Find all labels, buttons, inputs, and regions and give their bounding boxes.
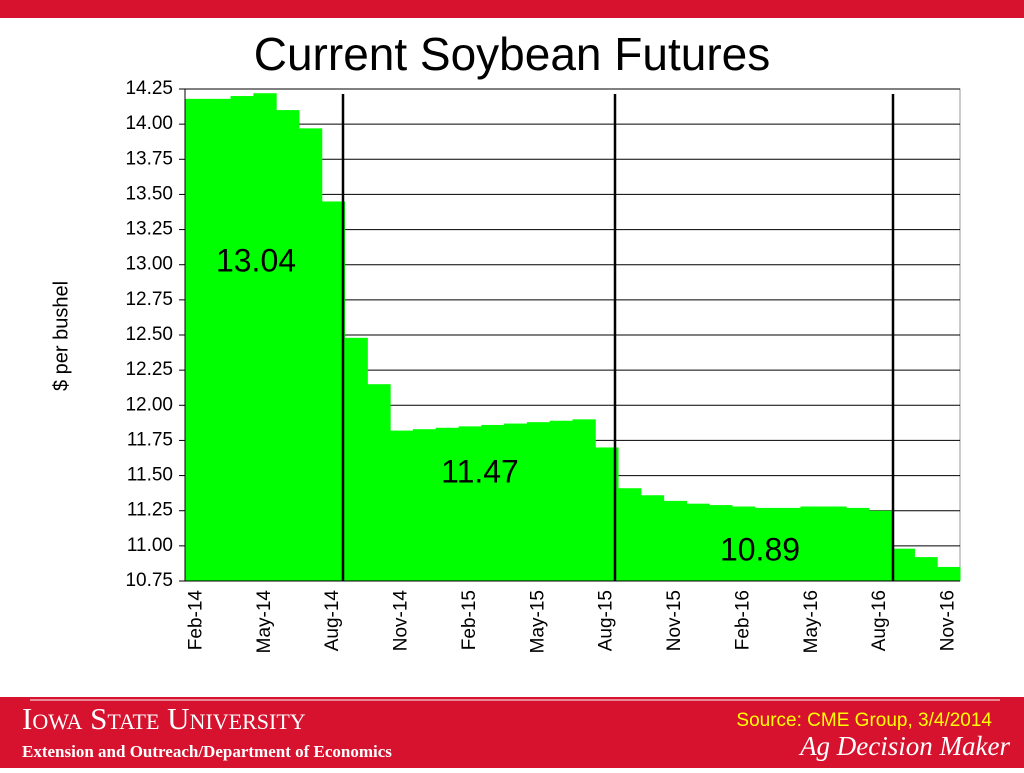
bar (891, 548, 915, 581)
bar (458, 426, 482, 581)
x-tick-label: May-15 (527, 590, 548, 653)
y-tick-label: 12.00 (125, 394, 173, 415)
x-tick-label: Feb-15 (459, 590, 480, 650)
bar (914, 557, 938, 581)
bar (185, 98, 209, 581)
chart-title: Current Soybean Futures (254, 28, 771, 80)
bar (367, 384, 391, 581)
bar (800, 506, 824, 581)
x-tick-label: Aug-15 (596, 590, 617, 651)
bar (276, 110, 300, 581)
bar (298, 128, 323, 582)
bar (846, 507, 870, 581)
bar (230, 96, 254, 582)
y-tick-label: 13.75 (125, 148, 173, 169)
y-tick-label: 13.50 (125, 183, 173, 204)
y-tick-label: 14.00 (125, 113, 173, 134)
bar (732, 506, 756, 581)
y-tick-label: 12.25 (125, 359, 173, 380)
x-tick-label: Feb-16 (732, 590, 753, 650)
y-tick-label: 11.75 (127, 429, 173, 450)
footer-bar (0, 697, 1024, 768)
period-average: 11.47 (441, 453, 519, 489)
y-tick-label: 12.75 (125, 289, 173, 310)
y-tick-label: 11.50 (127, 465, 173, 486)
department: Extension and Outreach/Department of Eco… (22, 742, 392, 761)
y-tick-label: 10.75 (125, 570, 173, 591)
y-tick-label: 13.25 (125, 219, 173, 240)
bar (390, 430, 414, 581)
top-bar (0, 0, 1024, 18)
y-tick-label: 14.25 (125, 78, 173, 99)
bar (595, 447, 619, 581)
bar (777, 507, 801, 581)
x-tick-label: Nov-14 (391, 590, 412, 652)
bar (618, 488, 642, 581)
x-tick-label: Nov-16 (938, 590, 959, 651)
y-tick-label: 11.25 (127, 500, 173, 521)
bar (481, 424, 505, 581)
bar (435, 427, 460, 581)
period-average: 10.89 (720, 531, 800, 567)
y-tick-label: 12.50 (125, 324, 173, 345)
bar (823, 506, 847, 581)
bar (504, 423, 528, 581)
x-tick-label: May-14 (254, 590, 275, 654)
period-average: 13.04 (216, 242, 296, 278)
bar (572, 419, 596, 581)
bar (937, 566, 961, 581)
bar (549, 420, 573, 581)
bar (640, 495, 665, 581)
university: Iowa State University (22, 701, 306, 736)
y-tick-label: 13.00 (125, 254, 173, 275)
bar (663, 500, 687, 581)
bar (412, 429, 437, 581)
bar (321, 201, 346, 581)
y-tick-label: 11.00 (127, 535, 173, 556)
brand: Ag Decision Maker (798, 731, 1010, 761)
source: Source: CME Group, 3/4/2014 (736, 710, 992, 731)
bar (253, 93, 277, 582)
bar (344, 337, 368, 581)
bar (526, 422, 551, 581)
x-tick-label: Aug-16 (869, 590, 890, 651)
bar (868, 510, 893, 581)
x-tick-label: Aug-14 (322, 590, 343, 652)
x-tick-label: Feb-14 (185, 590, 206, 651)
bar (709, 505, 733, 581)
bar (754, 507, 779, 581)
x-tick-label: Nov-15 (664, 590, 685, 651)
x-tick-label: May-16 (801, 590, 822, 653)
y-axis-label: $ per bushel (50, 281, 72, 391)
bar (686, 503, 710, 581)
bar (207, 98, 232, 581)
